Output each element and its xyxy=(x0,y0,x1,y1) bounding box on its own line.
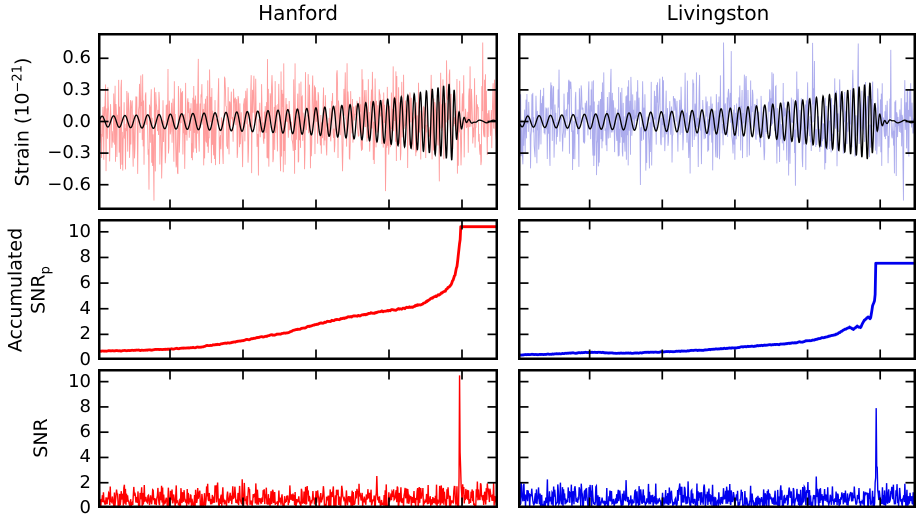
hanford-snr-trace xyxy=(100,375,496,506)
panel-livingston-snr xyxy=(520,408,914,506)
y-tick-label: 2 xyxy=(79,323,91,345)
panel-livingston-accumulated-snr xyxy=(520,261,914,357)
y-tick-label: 4 xyxy=(79,446,91,468)
y-tick-label: 8 xyxy=(79,246,91,268)
y-tick-label: 0.0 xyxy=(62,110,91,132)
y-tick-label: 10 xyxy=(68,220,91,242)
y-tick-label: 0.3 xyxy=(62,78,91,100)
y-tick-label: 8 xyxy=(79,395,91,417)
hanford-strain-template-trace xyxy=(100,83,496,161)
panel-hanford-snr xyxy=(100,375,496,506)
hanford-accumulated-snr-curve xyxy=(100,225,496,353)
y-tick-label: 4 xyxy=(79,297,91,319)
panel-hanford-accumulated-snr xyxy=(100,225,496,353)
panel-hanford-strain xyxy=(100,42,496,201)
y-tick-label: 0 xyxy=(79,349,91,370)
y-tick-label: 6 xyxy=(79,272,91,294)
column-title-hanford: Hanford xyxy=(258,1,338,25)
livingston-accumulated-snr-curve xyxy=(520,261,914,357)
y-tick-label: 0 xyxy=(79,497,91,518)
y-tick-label: −0.3 xyxy=(47,142,91,164)
livingston-snr-frame xyxy=(518,369,916,508)
livingston-accumulated-snr-frame xyxy=(518,219,916,360)
hanford-strain-frame xyxy=(98,33,498,210)
panel-livingston-strain xyxy=(520,42,914,201)
y-tick-label: 2 xyxy=(79,471,91,493)
livingston-snr-trace xyxy=(520,408,914,506)
y-tick-label: −0.6 xyxy=(47,173,91,195)
column-title-livingston: Livingston xyxy=(666,1,770,25)
hanford-accumulated-snr-frame xyxy=(98,219,498,360)
hanford-snr-frame xyxy=(98,369,498,508)
y-tick-label: 0.6 xyxy=(62,47,91,69)
livingston-strain-frame xyxy=(518,33,916,210)
livingston-strain-template-trace xyxy=(520,82,914,160)
y-tick-label: 6 xyxy=(79,421,91,443)
y-tick-label: 10 xyxy=(68,370,91,392)
